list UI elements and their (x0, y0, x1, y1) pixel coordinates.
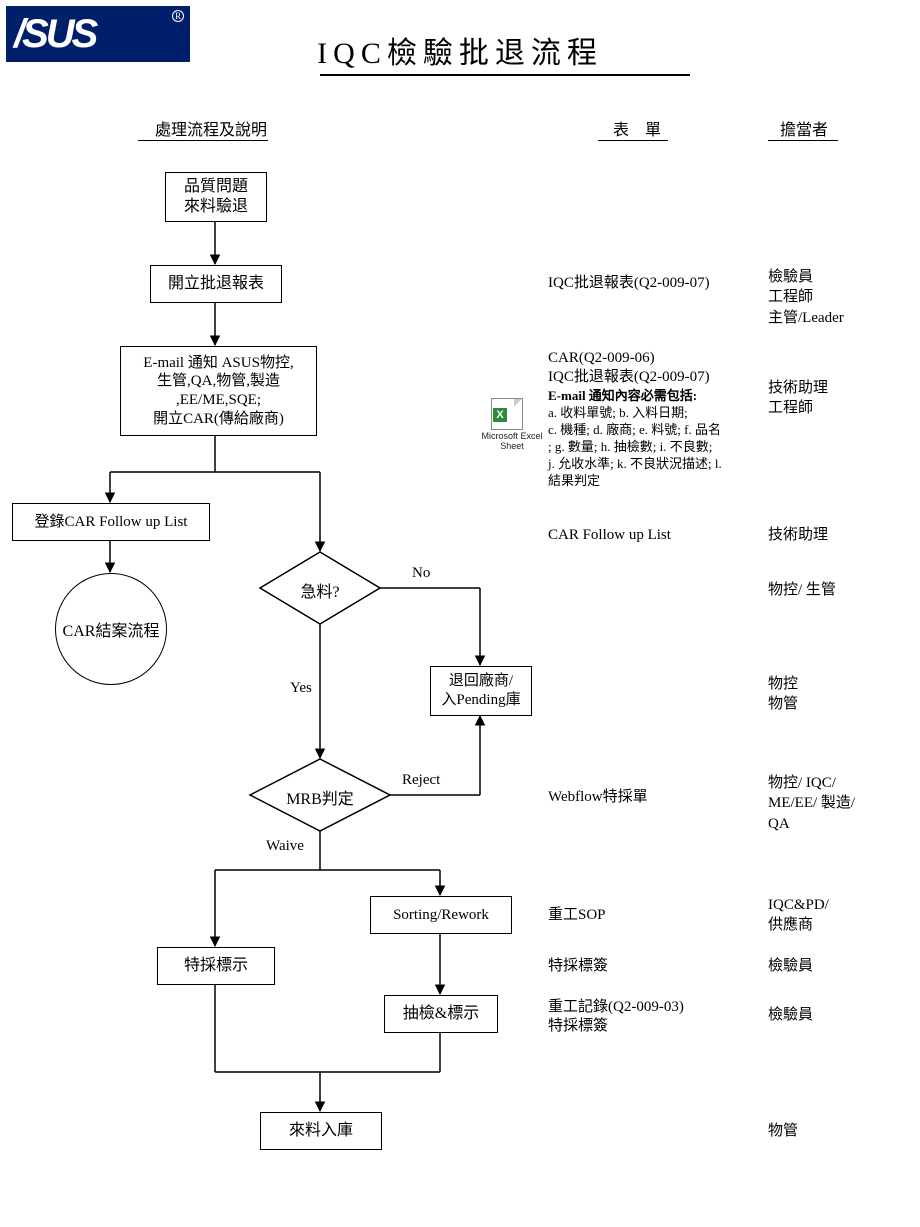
owner-mrb: 物控/ IQC/ ME/EE/ 製造/ QA (768, 773, 855, 834)
form-samp-l2: 特採標簽 (548, 1016, 608, 1036)
form-email-line1: CAR(Q2-009-06) (548, 348, 655, 368)
form-email-line8: 結果判定 (548, 472, 600, 490)
owner-urgent: 物控/ 生管 (768, 580, 836, 600)
owner-carlist: 技術助理 (768, 525, 828, 545)
node-return-vendor: 退回廠商/ 入Pending庫 (430, 666, 532, 716)
form-carlist: CAR Follow up List (548, 525, 671, 545)
owner-specmark: 檢驗員 (768, 956, 813, 976)
node-sample-mark: 抽檢&標示 (384, 995, 498, 1033)
form-samp-l1: 重工記錄(Q2-009-03) (548, 997, 684, 1017)
form-email-line3: E-mail 通知內容必需包括: (548, 387, 697, 405)
form-open: IQC批退報表(Q2-009-07) (548, 273, 710, 293)
form-email-line5: c. 機種; d. 廠商; e. 料號; f. 品名 (548, 421, 721, 439)
node-sorting-rework: Sorting/Rework (370, 896, 512, 934)
form-email-line7: j. 允收水準; k. 不良狀況描述; l. (548, 455, 722, 473)
excel-caption: Microsoft Excel Sheet (476, 432, 548, 452)
edge-label-reject: Reject (402, 772, 440, 789)
owner-instock: 物管 (768, 1121, 798, 1141)
node-car-close-circle: CAR結案流程 (55, 573, 167, 685)
form-email-line6: ; g. 數量; h. 抽檢數; i. 不良數; (548, 438, 712, 456)
owner-email: 技術助理 工程師 (768, 378, 828, 419)
edge-label-yes: Yes (290, 680, 312, 697)
owner-sampmark: 檢驗員 (768, 1005, 813, 1025)
form-mrb: Webflow特採單 (548, 787, 648, 807)
node-open-report: 開立批退報表 (150, 265, 282, 303)
form-specmark: 特採標簽 (548, 956, 608, 976)
form-sorting: 重工SOP (548, 905, 606, 925)
edge-label-no: No (412, 565, 430, 582)
node-spec-mark: 特採標示 (157, 947, 275, 985)
node-instock: 來料入庫 (260, 1112, 382, 1150)
owner-open: 檢驗員 工程師 主管/Leader (768, 267, 844, 328)
form-email-line2: IQC批退報表(Q2-009-07) (548, 367, 710, 387)
form-email-line4: a. 收料單號; b. 入料日期; (548, 404, 688, 422)
node-car-followup: 登錄CAR Follow up List (12, 503, 210, 541)
excel-x-icon: X (493, 408, 507, 422)
node-start: 品質問題 來料驗退 (165, 172, 267, 222)
owner-sorting: IQC&PD/ 供應商 (768, 895, 829, 936)
owner-return: 物控 物管 (768, 674, 798, 715)
edge-label-waive: Waive (266, 838, 304, 855)
node-email-notify: E-mail 通知 ASUS物控, 生管,QA,物管,製造 ,EE/ME,SQE… (120, 346, 317, 436)
